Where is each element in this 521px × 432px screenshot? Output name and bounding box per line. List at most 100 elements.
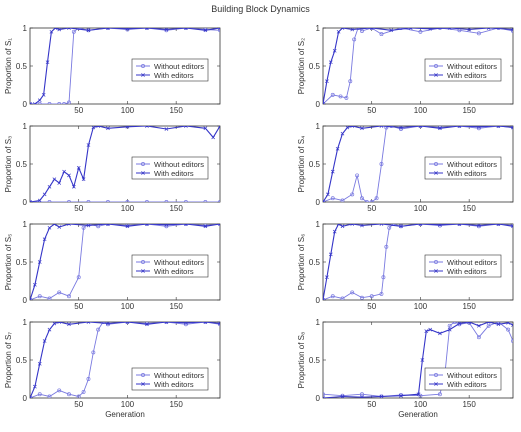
legend-label: With editors [154, 380, 194, 389]
legend-label: Without editors [447, 258, 497, 267]
data-point [57, 322, 62, 324]
data-point [81, 389, 86, 394]
series-with-editors [323, 322, 513, 398]
x-tick-label: 50 [74, 106, 83, 115]
x-tick-label: 150 [462, 106, 476, 115]
legend-label: Without editors [447, 371, 497, 380]
data-point [457, 322, 462, 326]
data-point [369, 200, 374, 202]
data-point [511, 339, 513, 343]
data-point [49, 29, 54, 34]
data-point [369, 28, 374, 30]
data-point [379, 291, 384, 296]
y-tick-label: 0 [23, 198, 28, 207]
data-point [384, 126, 389, 130]
x-tick-label: 100 [121, 400, 135, 409]
data-point [57, 290, 62, 295]
y-tick-label: 0 [316, 394, 321, 403]
data-point [328, 252, 333, 257]
x-tick-label: 50 [367, 106, 376, 115]
data-point [336, 29, 341, 34]
figure-title: Building Block Dynamics [211, 4, 310, 14]
data-point [476, 31, 481, 36]
y-tick-label: 0.5 [16, 160, 28, 169]
data-point [106, 322, 110, 326]
x-tick-label: 50 [74, 302, 83, 311]
data-point [477, 126, 481, 129]
data-point [52, 177, 57, 182]
data-point [323, 392, 325, 397]
y-tick-label: 1 [23, 220, 28, 229]
y-axis-label: Proportion of S₇ [4, 332, 13, 388]
data-point [350, 192, 355, 197]
data-point [145, 322, 149, 327]
data-point [457, 126, 462, 128]
x-tick-label: 50 [74, 204, 83, 213]
y-tick-label: 0 [23, 100, 28, 109]
y-axis-label: Proportion of S₁ [4, 38, 13, 94]
data-point [47, 327, 52, 332]
legend-box [424, 156, 502, 180]
data-point [125, 28, 130, 31]
y-axis-label: Proportion of S₂ [297, 38, 306, 94]
data-point [428, 28, 433, 31]
x-tick-label: 50 [367, 302, 376, 311]
data-point [418, 393, 423, 398]
data-point [330, 196, 335, 201]
data-point [457, 224, 462, 226]
y-tick-label: 0.5 [16, 258, 28, 267]
data-point [67, 392, 71, 397]
data-point [332, 48, 337, 53]
data-point [47, 225, 52, 230]
data-point [203, 322, 208, 324]
y-tick-label: 1 [23, 318, 28, 327]
data-point [52, 224, 57, 226]
legend-label: With editors [154, 71, 194, 80]
data-point [511, 28, 513, 32]
data-point [457, 224, 462, 226]
data-point [218, 28, 220, 30]
data-point [374, 196, 379, 201]
legend-marker [141, 162, 145, 166]
data-point [418, 224, 423, 226]
data-point [438, 126, 442, 131]
data-point [164, 28, 169, 33]
data-point [86, 200, 91, 202]
data-point [360, 29, 364, 33]
data-point [30, 102, 32, 104]
data-point [164, 322, 169, 324]
data-point [369, 294, 374, 299]
x-tick-label: 150 [169, 302, 183, 311]
data-point [496, 322, 501, 324]
data-point [218, 126, 220, 128]
data-point [37, 198, 42, 202]
data-point [47, 296, 52, 300]
data-point [418, 126, 423, 128]
data-point [360, 392, 364, 397]
series-without-editors [30, 200, 220, 202]
legend-box [131, 156, 209, 180]
data-point [52, 322, 57, 326]
data-point [30, 200, 32, 202]
x-tick-label: 100 [121, 204, 135, 213]
data-point [106, 126, 110, 131]
data-point [418, 224, 423, 226]
legend-marker [141, 171, 145, 175]
y-axis-label: Proportion of S₅ [4, 234, 13, 291]
x-axis-label: Generation [105, 410, 145, 419]
data-point [486, 323, 491, 328]
data-point [418, 29, 423, 34]
y-tick-label: 0.5 [309, 356, 321, 365]
data-point [437, 28, 442, 30]
data-point [86, 322, 91, 324]
y-tick-label: 0.5 [16, 62, 28, 71]
data-point [164, 322, 169, 324]
y-axis-label: Proportion of S₃ [4, 136, 13, 193]
data-point [218, 200, 220, 202]
legend-label: With editors [447, 380, 487, 389]
data-point [144, 200, 149, 202]
x-tick-label: 150 [169, 106, 183, 115]
